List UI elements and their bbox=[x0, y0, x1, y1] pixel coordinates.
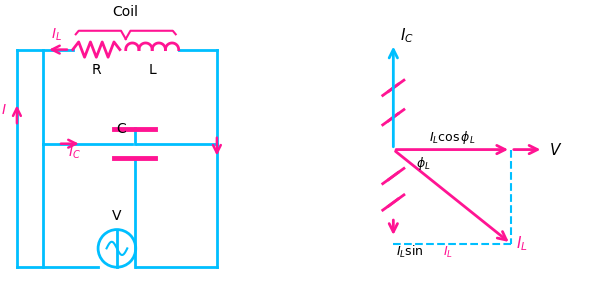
Text: $V$: $V$ bbox=[549, 142, 562, 158]
Text: C: C bbox=[116, 122, 126, 136]
Text: $I_L$: $I_L$ bbox=[51, 27, 62, 44]
Text: L: L bbox=[148, 63, 156, 77]
Text: $\phi_L$: $\phi_L$ bbox=[416, 155, 430, 172]
Text: $I_C$: $I_C$ bbox=[67, 145, 80, 161]
Text: $I_L\cos\phi_L$: $I_L\cos\phi_L$ bbox=[429, 129, 475, 146]
Text: $I_L$: $I_L$ bbox=[443, 244, 454, 260]
Text: Coil: Coil bbox=[112, 5, 139, 19]
Text: V: V bbox=[112, 209, 122, 223]
Text: $I_C$: $I_C$ bbox=[401, 27, 414, 46]
Text: R: R bbox=[92, 63, 101, 77]
Text: $I$: $I$ bbox=[1, 103, 7, 117]
Text: $I_L\sin$: $I_L\sin$ bbox=[396, 243, 424, 260]
Text: $I_L$: $I_L$ bbox=[516, 235, 528, 253]
